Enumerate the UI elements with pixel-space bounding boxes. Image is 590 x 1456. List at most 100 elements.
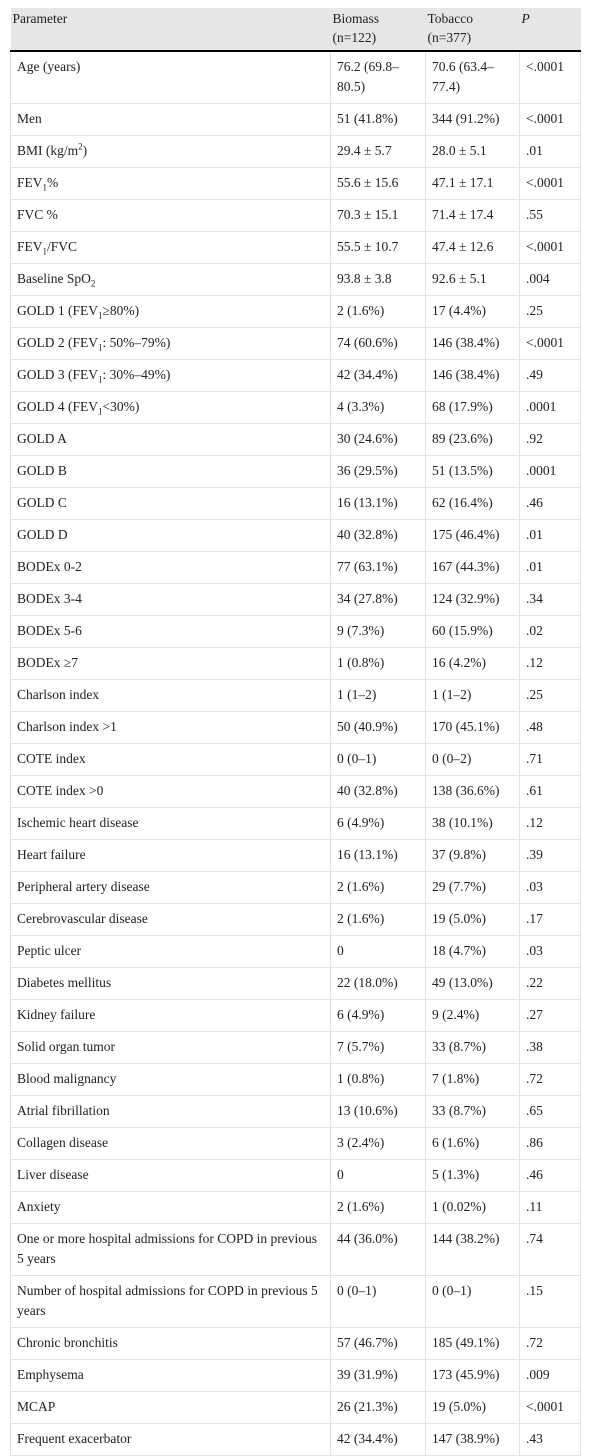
table-cell: FEV1/FVC — [10, 231, 331, 264]
table-row: GOLD D 40 (32.8%) 175 (46.4%) .01 — [10, 519, 581, 552]
table-cell: BODEx ≥7 — [10, 647, 331, 680]
table-cell: 147 (38.9%) — [425, 1423, 520, 1456]
table-cell: Collagen disease — [10, 1127, 331, 1160]
table-cell: 22 (18.0%) — [330, 967, 426, 1000]
table-cell: .72 — [519, 1327, 581, 1360]
table-cell: .11 — [519, 1191, 581, 1224]
table-cell: Peptic ulcer — [10, 935, 331, 968]
table-row: BMI (kg/m2) 29.4 ± 5.7 28.0 ± 5.1.01 — [10, 135, 581, 168]
table-cell: .25 — [519, 295, 581, 328]
subscript: 1 — [98, 342, 103, 353]
table-cell: Number of hospital admissions for COPD i… — [10, 1275, 331, 1328]
table-row: GOLD 4 (FEV1<30%) 4 (3.3%) 68 (17.9%) .0001 — [10, 391, 581, 424]
table-cell: 0 — [330, 935, 426, 968]
cell-text: GOLD 1 (FEV — [17, 303, 98, 318]
table-cell: .71 — [519, 743, 581, 776]
table-cell: 1 (1–2) — [425, 679, 520, 712]
table-cell: .27 — [519, 999, 581, 1032]
cell-text: GOLD 4 (FEV — [17, 399, 98, 414]
table-cell: Liver disease — [10, 1159, 331, 1192]
cell-text: FEV — [17, 239, 43, 254]
table-cell: Atrial fibrillation — [10, 1095, 331, 1128]
table-cell: <.0001 — [519, 51, 581, 104]
cell-text: <30%) — [102, 399, 140, 414]
table-cell: 44 (36.0%) — [330, 1223, 426, 1276]
table-cell: 55.5 ± 10.7 — [330, 231, 426, 264]
cell-text: GOLD 2 (FEV — [17, 335, 98, 350]
table-cell: .01 — [519, 519, 581, 552]
table-cell: 49 (13.0%) — [425, 967, 520, 1000]
table-cell: COTE index >0 — [10, 775, 331, 808]
table-cell: Frequent exacerbator — [10, 1423, 331, 1456]
table-cell: 36 (29.5%) — [330, 455, 426, 488]
table-cell: Cerebrovascular disease — [10, 903, 331, 936]
table-cell: 37 (9.8%) — [425, 839, 520, 872]
table-cell: GOLD A — [10, 423, 331, 456]
table-cell: .74 — [519, 1223, 581, 1276]
table-cell: .49 — [519, 359, 581, 392]
table-cell: Kidney failure — [10, 999, 331, 1032]
table-row: Atrial fibrillation 13 (10.6%) 33 (8.7%) .6… — [10, 1095, 581, 1128]
table-cell: 77 (63.1%) — [330, 551, 426, 584]
table-cell: 18 (4.7%) — [425, 935, 520, 968]
table-cell: 0 (0–1) — [330, 1275, 426, 1328]
table-cell: 1 (0.8%) — [330, 647, 426, 680]
superscript: 2 — [78, 141, 83, 152]
table-cell: 170 (45.1%) — [425, 711, 520, 744]
table-cell: 0 — [330, 1159, 426, 1192]
table-cell: 0 (0–1) — [330, 743, 426, 776]
table-cell: 19 (5.0%) — [425, 903, 520, 936]
cell-text: : 30%–49%) — [102, 367, 171, 382]
cell-text: ≥80%) — [102, 303, 140, 318]
table-cell: 9 (7.3%) — [330, 615, 426, 648]
table-cell: 146 (38.4%) — [425, 359, 520, 392]
table-cell: .55 — [519, 199, 581, 232]
header-row: Parameter Biomass (n=122) Tobacco (n=377) P — [10, 8, 581, 52]
table-cell: Solid organ tumor — [10, 1031, 331, 1064]
table-cell: 6 (4.9%) — [330, 807, 426, 840]
table-cell: <.0001 — [519, 103, 581, 136]
table-cell: .0001 — [519, 391, 581, 424]
table-cell: .009 — [519, 1359, 581, 1392]
table-row: GOLD A 30 (24.6%) 89 (23.6%) .92 — [10, 423, 581, 456]
table-row: One or more hospital admissions for COPD… — [10, 1223, 581, 1276]
table-cell: 2 (1.6%) — [330, 871, 426, 904]
table-cell: 34 (27.8%) — [330, 583, 426, 616]
table-cell: .0001 — [519, 455, 581, 488]
table-cell: 16 (4.2%) — [425, 647, 520, 680]
table-cell: .46 — [519, 1159, 581, 1192]
cell-text: FEV — [17, 175, 43, 190]
table-cell: 2 (1.6%) — [330, 1191, 426, 1224]
table-body: Age (years) 76.2 (69.8–80.5) 70.6 (63.4–77… — [10, 51, 581, 1456]
table-header: Parameter Biomass (n=122) Tobacco (n=377) P — [10, 8, 581, 52]
table-cell: .12 — [519, 647, 581, 680]
table-cell: 167 (44.3%) — [425, 551, 520, 584]
table-row: FEV1/FVC 55.5 ± 10.7 47.4 ± 12.6 <.0001 — [10, 231, 581, 264]
table-cell: 93.8 ± 3.8 — [330, 263, 426, 296]
subscript: 1 — [42, 182, 48, 193]
table-cell: Heart failure — [10, 839, 331, 872]
header-cell: Biomass (n=122) — [330, 8, 426, 52]
data-table: Parameter Biomass (n=122) Tobacco (n=377) P… — [10, 8, 581, 1456]
table-row: GOLD C 16 (13.1%) 62 (16.4%) .46 — [10, 487, 581, 520]
table-row: Charlson index 1 (1–2) 1 (1–2) .25 — [10, 679, 581, 712]
table-cell: .01 — [519, 135, 581, 168]
table-cell: <.0001 — [519, 327, 581, 360]
table-cell: 175 (46.4%) — [425, 519, 520, 552]
table-cell: FVC % — [10, 199, 331, 232]
table-cell: 4 (3.3%) — [330, 391, 426, 424]
table-cell: 9 (2.4%) — [425, 999, 520, 1032]
table-cell: 173 (45.9%) — [425, 1359, 520, 1392]
table-cell: BODEx 3-4 — [10, 583, 331, 616]
table-cell: 76.2 (69.8–80.5) — [330, 51, 426, 104]
table-cell: .65 — [519, 1095, 581, 1128]
table-cell: 344 (91.2%) — [425, 103, 520, 136]
table-row: BODEx 5-6 9 (7.3%) 60 (15.9%) .02 — [10, 615, 581, 648]
table-cell: 51 (13.5%) — [425, 455, 520, 488]
table-cell: GOLD B — [10, 455, 331, 488]
table-cell: 1 (1–2) — [330, 679, 426, 712]
table-row: Emphysema 39 (31.9%) 173 (45.9%) .009 — [10, 1359, 581, 1392]
table-row: Peptic ulcer 0 18 (4.7%) .03 — [10, 935, 581, 968]
table-row: BODEx ≥7 1 (0.8%) 16 (4.2%) .12 — [10, 647, 581, 680]
table-cell: 33 (8.7%) — [425, 1095, 520, 1128]
